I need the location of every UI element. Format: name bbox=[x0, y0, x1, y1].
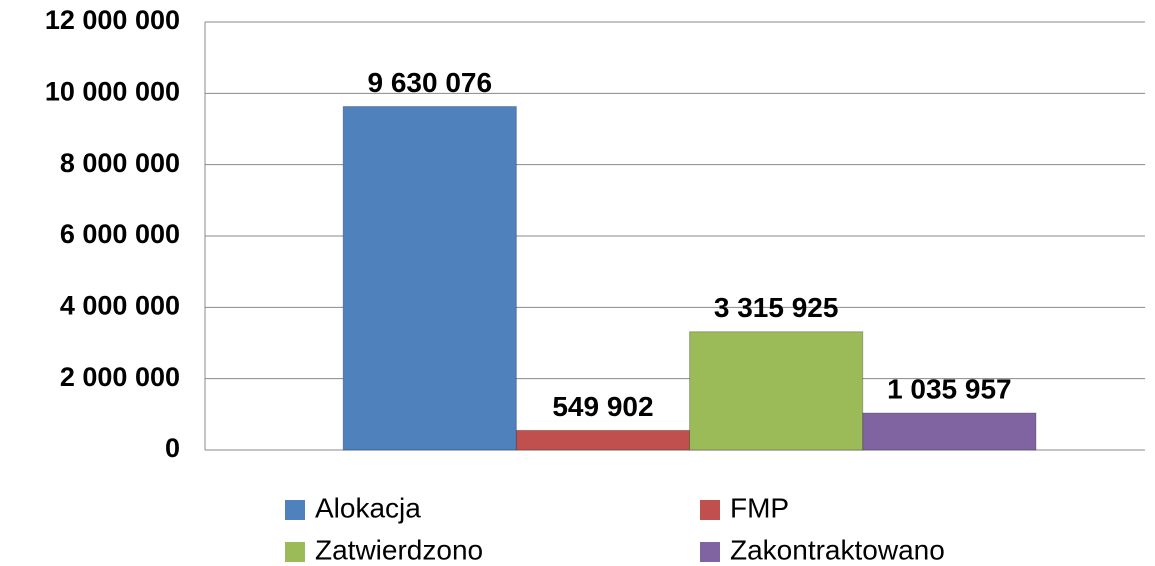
legend-label: Zatwierdzono bbox=[315, 534, 483, 565]
y-tick-label: 2 000 000 bbox=[60, 362, 180, 392]
bar bbox=[862, 412, 1037, 451]
bar bbox=[689, 331, 864, 451]
legend-swatch bbox=[700, 500, 720, 520]
data-label: 549 902 bbox=[552, 391, 653, 422]
legend-swatch bbox=[700, 542, 720, 562]
legend-label: Zakontraktowano bbox=[730, 534, 945, 565]
bar bbox=[515, 429, 691, 451]
y-tick-label: 6 000 000 bbox=[60, 219, 180, 249]
data-label: 3 315 925 bbox=[714, 292, 839, 323]
legend-label: FMP bbox=[730, 492, 789, 523]
bar bbox=[342, 106, 517, 451]
y-tick-label: 8 000 000 bbox=[60, 148, 180, 178]
legend-label: Alokacja bbox=[315, 492, 421, 523]
y-tick-label: 0 bbox=[165, 433, 180, 463]
legend-swatch bbox=[285, 542, 305, 562]
y-tick-label: 12 000 000 bbox=[45, 5, 180, 35]
y-tick-label: 10 000 000 bbox=[45, 76, 180, 106]
legend-swatch bbox=[285, 500, 305, 520]
data-label: 1 035 957 bbox=[887, 373, 1012, 404]
y-tick-label: 4 000 000 bbox=[60, 290, 180, 320]
data-label: 9 630 076 bbox=[367, 67, 492, 98]
